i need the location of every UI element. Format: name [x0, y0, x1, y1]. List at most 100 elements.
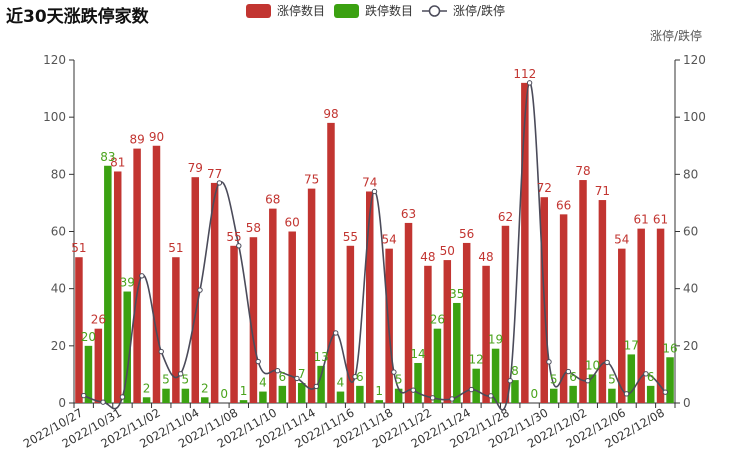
bar-limit-up [462, 242, 471, 403]
data-label-limit-up: 51 [168, 241, 183, 255]
legend-item-ratio[interactable]: 涨停/跌停 [422, 3, 505, 18]
data-label-limit-down: 0 [220, 387, 228, 401]
data-label-limit-down: 7 [298, 367, 306, 381]
ratio-point [119, 394, 126, 400]
data-label-limit-up: 89 [129, 133, 144, 147]
ratio-point [80, 392, 87, 399]
data-label-limit-up: 74 [362, 175, 377, 189]
ratio-point [274, 368, 281, 374]
bar-limit-down [259, 391, 267, 403]
bar-limit-down [162, 388, 170, 403]
right-tick-label: 40 [683, 282, 698, 296]
bar-limit-down [569, 385, 577, 403]
data-label-limit-up: 98 [323, 107, 338, 121]
data-label-limit-down: 13 [313, 350, 328, 364]
bar-limit-up [75, 257, 83, 403]
bar-limit-down [472, 368, 480, 403]
data-label-limit-up: 81 [110, 155, 125, 169]
data-label-limit-down: 5 [395, 373, 403, 387]
data-label-limit-up: 61 [653, 213, 668, 227]
bar-limit-down [491, 348, 500, 403]
bar-limit-down [549, 388, 558, 403]
bar-limit-up [424, 265, 432, 403]
left-tick-label: 100 [43, 110, 66, 124]
data-label-limit-up: 78 [575, 164, 590, 178]
bar-limit-up [113, 171, 122, 403]
bar-limit-up [637, 228, 645, 403]
ratio-point [643, 371, 649, 377]
chart-title: 近30天涨跌停家数 [6, 6, 150, 27]
legend[interactable]: 涨停数目 跌停数目 涨停/跌停 [246, 3, 505, 18]
bar-limit-down [356, 385, 364, 403]
ratio-point [468, 386, 475, 393]
bar-limit-up [618, 248, 626, 403]
bar-limit-up [656, 228, 665, 403]
bar-limit-down [142, 397, 151, 403]
legend-item-limit-up[interactable]: 涨停数目 [246, 3, 325, 18]
data-label-limit-up: 77 [207, 167, 222, 181]
bar-limit-down [646, 385, 655, 403]
ratio-point [158, 348, 164, 355]
data-label-limit-down: 19 [488, 333, 503, 347]
legend-item-limit-down[interactable]: 跌停数目 [334, 3, 413, 18]
bar-limit-up [172, 257, 180, 403]
right-axis-name: 涨停/跌停 [650, 28, 702, 43]
bar-limit-down [588, 374, 597, 403]
ratio-point [546, 359, 552, 365]
ratio-point [565, 368, 572, 375]
ratio-line [80, 80, 669, 411]
data-label-limit-up: 63 [401, 207, 416, 221]
data-label-limit-down: 1 [240, 384, 248, 398]
data-label-limit-up: 55 [343, 230, 358, 244]
bar-limit-up [579, 180, 587, 403]
bar-limit-down [627, 354, 636, 403]
bar-limit-down [394, 388, 403, 403]
legend-label-limit-down: 跌停数目 [365, 3, 413, 18]
ratio-point [294, 375, 300, 382]
data-label-limit-down: 6 [278, 370, 286, 384]
data-label-limit-down: 26 [430, 313, 445, 327]
ratio-point [216, 180, 223, 186]
ratio-point [197, 287, 203, 293]
ratio-point [100, 399, 106, 405]
bar-limit-down [181, 388, 190, 403]
data-label-limit-up: 54 [614, 233, 629, 247]
data-label-limit-up: 66 [556, 198, 571, 212]
bar-limit-up [152, 145, 161, 403]
data-label-limit-down: 6 [647, 370, 655, 384]
bar-limit-up [327, 122, 335, 403]
right-tick-label: 120 [683, 53, 706, 67]
bar-limit-down [433, 328, 442, 403]
bar-limit-down [414, 362, 422, 403]
bar-limit-up [288, 231, 296, 403]
bar-limit-down [84, 345, 93, 403]
data-label-limit-up: 55 [226, 230, 241, 244]
ratio-point [449, 396, 455, 402]
data-label-limit-down: 0 [531, 387, 539, 401]
bar-limit-up [307, 188, 316, 403]
bar-limit-up [133, 148, 141, 403]
ratio-point [352, 374, 358, 380]
data-label-limit-down: 4 [337, 376, 345, 390]
data-label-limit-up: 75 [304, 173, 319, 187]
data-label-limit-up: 72 [537, 181, 552, 195]
data-label-limit-down: 14 [410, 347, 425, 361]
bar-limit-up [598, 200, 607, 403]
bar-limit-down [666, 357, 674, 403]
ratio-point [410, 387, 416, 393]
legend-label-limit-up: 涨停数目 [277, 3, 325, 18]
data-label-limit-down: 2 [201, 381, 209, 395]
bar-limit-up [94, 328, 103, 403]
right-tick-label: 60 [683, 225, 698, 239]
data-label-limit-up: 58 [246, 221, 261, 235]
data-label-limit-up: 71 [595, 184, 610, 198]
bar-limit-down [375, 400, 383, 403]
data-label-limit-down: 5 [162, 373, 170, 387]
data-label-limit-down: 2 [143, 381, 151, 395]
right-tick-label: 80 [683, 167, 698, 181]
data-label-limit-up: 26 [91, 313, 106, 327]
ratio-point [236, 243, 242, 249]
ratio-point [526, 80, 533, 86]
